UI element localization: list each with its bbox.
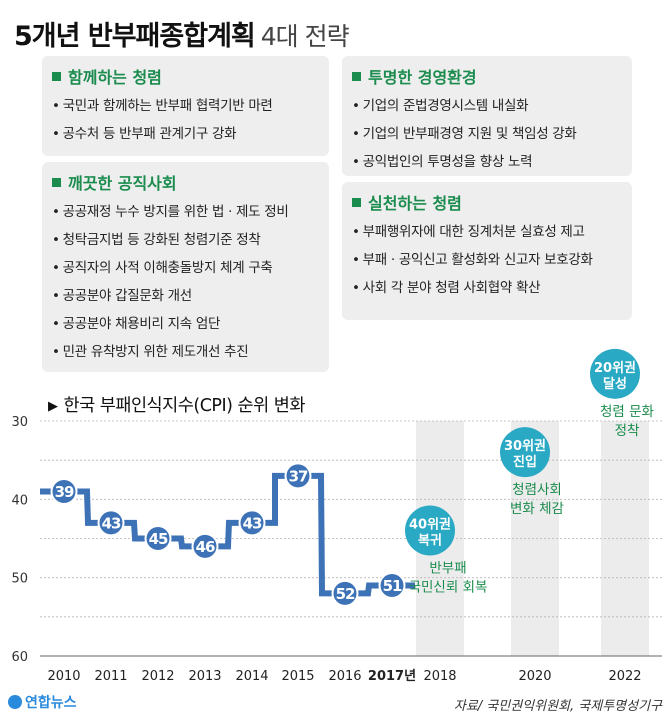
strategy-box-practice: 실천하는 청렴 부패행위자에 대한 징계처분 실효성 제고 부패 · 공익신고 … <box>342 182 632 320</box>
y-tick-label: 60 <box>11 650 28 665</box>
target-label: 40위권 <box>409 518 451 533</box>
cpi-rank-dot <box>331 579 359 607</box>
cpi-rank-dot <box>191 532 219 560</box>
cpi-rank-label: 43 <box>102 514 121 532</box>
target-bubble <box>590 348 640 399</box>
strategy-heading: 깨끗한 공직사회 <box>52 170 177 194</box>
cpi-rank-label: 45 <box>149 530 168 548</box>
y-tick-label: 50 <box>11 572 28 587</box>
cpi-rank-dot <box>378 572 406 599</box>
cpi-rank-dot <box>97 509 125 537</box>
page-subtitle: 4대 전략 <box>260 22 350 51</box>
cpi-rank-label: 51 <box>383 577 402 595</box>
x-tick-label: 2014 <box>235 669 268 684</box>
x-tick-label: 2020 <box>518 669 551 684</box>
x-tick-label: 2010 <box>47 669 80 684</box>
strategy-item: 기업의 준법경영시스템 내실화 <box>352 92 626 120</box>
chart-title: ▶ 한국 부패인식지수(CPI) 순위 변화 <box>48 396 305 416</box>
strategy-heading: 실천하는 청렴 <box>352 190 462 214</box>
x-tick-label: 2016 <box>328 669 361 684</box>
cpi-rank-label: 37 <box>289 467 308 485</box>
target-note: 정착 <box>615 423 640 439</box>
cpi-rank-label: 39 <box>55 483 74 501</box>
y-tick-label: 30 <box>11 415 28 430</box>
cpi-rank-dot <box>50 478 78 505</box>
target-bubble <box>405 505 455 556</box>
cpi-rank-label: 52 <box>336 585 355 603</box>
x-tick-label: 2013 <box>188 669 221 684</box>
target-label: 달성 <box>603 377 627 392</box>
target-label: 진입 <box>513 454 537 470</box>
cpi-rank-dot <box>144 525 172 552</box>
strategy-box-together: 함께하는 청렴 국민과 함께하는 반부패 협력기반 마련 공수처 등 반부패 관… <box>42 56 329 156</box>
target-note: 반부패 <box>429 561 466 577</box>
cpi-rank-dot <box>238 509 266 537</box>
strategy-item: 국민과 함께하는 반부패 협력기반 마련 <box>52 92 323 120</box>
strategy-box-clean-public: 깨끗한 공직사회 공공재정 누수 방지를 위한 법 · 제도 정비 청탁금지법 … <box>42 162 329 372</box>
x-tick-label: 2017년 <box>368 669 416 684</box>
strategy-item: 사회 각 분야 청렴 사회협약 확산 <box>352 274 626 302</box>
strategy-item: 청탁금지법 등 강화된 청렴기준 정착 <box>52 226 323 254</box>
strategy-item: 공익법인의 투명성을 향상 노력 <box>352 148 626 176</box>
strategy-item: 공공재정 누수 방지를 위한 법 · 제도 정비 <box>52 198 323 226</box>
yonhap-logo: 연합뉴스 <box>8 692 77 712</box>
target-label: 복귀 <box>418 533 442 549</box>
strategy-item: 공공분야 채용비리 지속 엄단 <box>52 310 323 338</box>
target-note: 변화 체감 <box>510 501 564 517</box>
target-note: 청렴 문화 <box>600 404 654 420</box>
target-note: 국민신뢰 회복 <box>409 580 488 596</box>
x-tick-label: 2018 <box>423 669 456 684</box>
y-tick-label: 40 <box>11 493 28 508</box>
strategy-item: 부패 · 공익신고 활성화와 신고자 보호강화 <box>352 246 626 274</box>
strategy-item: 민관 유착방지 위한 제도개선 추진 <box>52 338 323 366</box>
target-label: 30위권 <box>504 439 546 454</box>
x-tick-label: 2011 <box>94 669 127 684</box>
strategy-item: 부패행위자에 대한 징계처분 실효성 제고 <box>352 218 626 246</box>
x-tick-label: 2012 <box>141 669 174 684</box>
strategy-box-transparent: 투명한 경영환경 기업의 준법경영시스템 내실화 기업의 반부패경영 지원 및 … <box>342 56 632 176</box>
strategy-heading: 함께하는 청렴 <box>52 64 162 88</box>
cpi-step-line <box>40 472 415 597</box>
strategy-item: 공직자의 사적 이해충돌방지 체계 구축 <box>52 254 323 282</box>
cpi-rank-label: 46 <box>196 538 215 556</box>
strategy-heading: 투명한 경영환경 <box>352 64 477 88</box>
strategy-item: 기업의 반부패경영 지원 및 책임성 강화 <box>352 120 626 148</box>
strategy-item: 공공분야 갑질문화 개선 <box>52 282 323 310</box>
target-note: 청렴사회 <box>512 482 562 498</box>
cpi-rank-dot <box>284 462 312 490</box>
source-note: 자료/ 국민권익위원회, 국제투명성기구 <box>453 699 662 714</box>
target-bubble <box>500 427 550 478</box>
x-tick-label: 2015 <box>281 669 314 684</box>
strategy-item: 공수처 등 반부패 관계기구 강화 <box>52 120 323 148</box>
x-tick-label: 2022 <box>608 669 641 684</box>
target-label: 20위권 <box>594 361 636 376</box>
page-title: 5개년 반부패종합계획 4대 전략 <box>14 21 350 52</box>
cpi-rank-label: 43 <box>243 514 262 532</box>
